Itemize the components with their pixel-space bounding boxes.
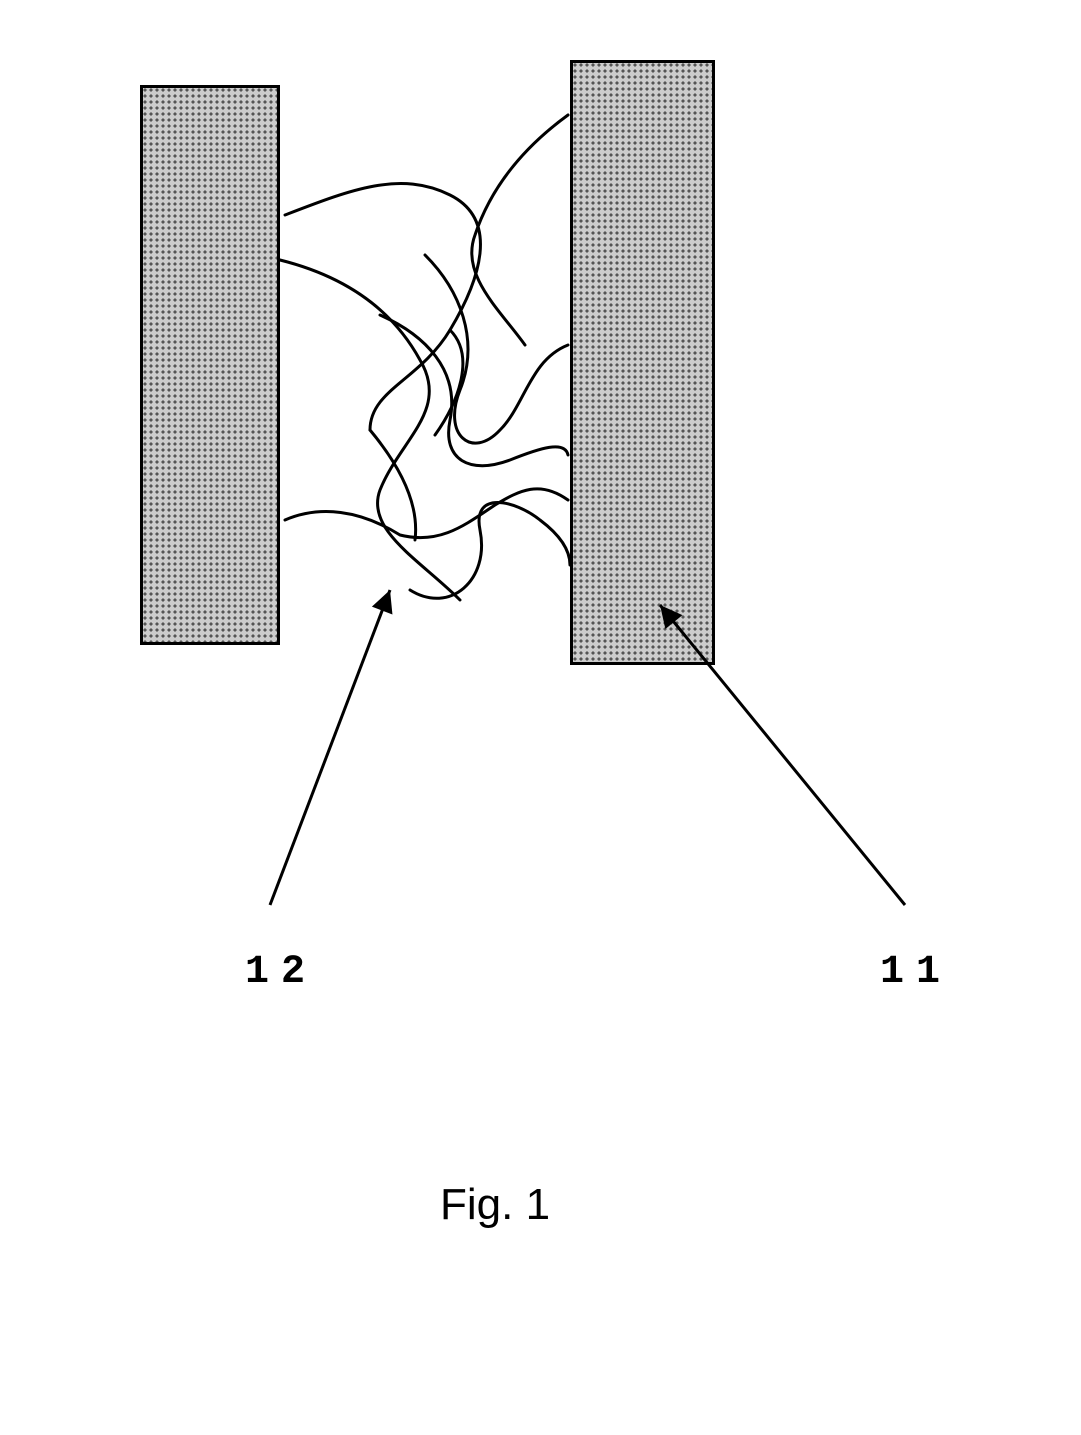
- label-11: 11: [880, 950, 952, 995]
- label-12: 12: [245, 950, 317, 995]
- figure-caption: Fig. 1: [440, 1180, 550, 1230]
- tangle-lines: [120, 60, 870, 780]
- figure-container: [120, 60, 870, 780]
